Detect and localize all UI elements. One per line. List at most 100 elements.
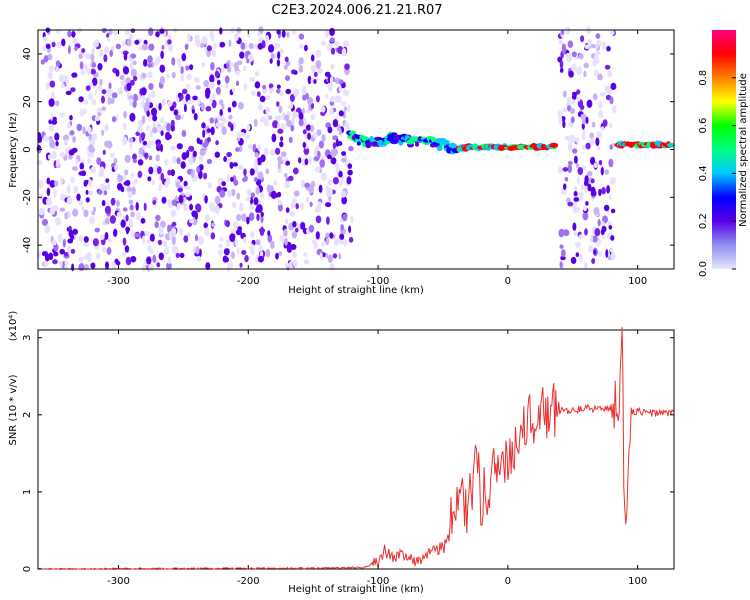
noise-blob	[236, 247, 240, 255]
noise-blob	[600, 229, 605, 235]
noise-blob	[133, 75, 138, 82]
noise-blob	[599, 220, 605, 227]
noise-blob	[147, 71, 153, 79]
noise-blob	[110, 152, 115, 159]
noise-blob	[148, 140, 152, 149]
noise-blob	[610, 30, 615, 36]
noise-blob	[70, 32, 76, 37]
noise-blob	[130, 68, 137, 78]
noise-blob	[225, 220, 230, 228]
noise-blob	[146, 125, 151, 131]
noise-blob	[194, 234, 199, 242]
noise-blob	[215, 86, 221, 95]
noise-blob	[316, 129, 322, 136]
noise-blob	[132, 158, 137, 164]
noise-blob	[166, 122, 172, 132]
noise-blob	[600, 166, 604, 176]
noise-blob	[279, 91, 284, 97]
noise-blob	[300, 222, 306, 230]
signal-blob	[549, 142, 559, 148]
noise-blob	[284, 237, 288, 246]
noise-blob	[198, 248, 202, 257]
noise-blob	[56, 158, 60, 167]
x-tick-label: 100	[628, 576, 647, 587]
snr-line-layer	[37, 327, 675, 570]
noise-blob	[101, 89, 107, 95]
noise-blob	[285, 75, 290, 81]
noise-blob	[86, 68, 92, 75]
noise-blob	[348, 145, 354, 152]
noise-blob	[321, 133, 326, 143]
noise-blob	[170, 145, 176, 151]
noise-blob	[96, 107, 103, 113]
noise-blob	[298, 33, 305, 40]
noise-blob	[123, 110, 127, 119]
noise-blob	[257, 103, 263, 111]
noise-blob	[312, 132, 318, 139]
noise-blob	[573, 197, 580, 202]
noise-blob	[335, 138, 339, 148]
noise-blob	[120, 186, 125, 193]
noise-blob	[570, 256, 577, 264]
noise-blob	[205, 262, 211, 271]
noise-blob	[99, 48, 104, 57]
noise-blob	[335, 165, 341, 173]
noise-blob	[184, 191, 191, 198]
colorbar-tick-label: 0.4	[698, 165, 709, 181]
noise-blob	[341, 101, 347, 107]
noise-blob	[90, 262, 96, 269]
noise-blob	[42, 36, 49, 42]
noise-blob	[171, 227, 177, 235]
snr-y-label: SNR (10 * v/v)	[8, 374, 19, 445]
noise-blob	[260, 192, 265, 199]
noise-blob	[233, 221, 239, 230]
noise-blob	[338, 180, 344, 186]
noise-blob	[78, 199, 83, 206]
noise-blob	[350, 215, 354, 224]
noise-blob	[128, 199, 134, 205]
noise-blob	[265, 168, 270, 175]
noise-blob	[87, 157, 92, 164]
noise-blob	[198, 170, 203, 180]
noise-blob	[226, 174, 230, 183]
noise-blob	[132, 178, 138, 186]
noise-blob	[71, 72, 78, 78]
noise-blob	[254, 81, 261, 89]
noise-blob	[116, 200, 120, 207]
noise-blob	[308, 185, 315, 194]
noise-blob	[250, 192, 256, 198]
noise-blob	[148, 263, 155, 272]
noise-blob	[329, 100, 335, 106]
noise-blob	[211, 222, 216, 228]
noise-blob	[344, 63, 350, 70]
noise-blob	[600, 126, 605, 131]
noise-blob	[159, 64, 166, 73]
noise-blob	[107, 182, 111, 191]
noise-blob	[246, 216, 250, 225]
noise-blob	[148, 27, 154, 36]
noise-blob	[80, 69, 86, 76]
noise-blob	[247, 144, 253, 149]
noise-blob	[594, 228, 601, 237]
noise-blob	[592, 93, 598, 101]
noise-blob	[277, 203, 283, 212]
noise-blob	[327, 154, 332, 160]
noise-blob	[134, 39, 140, 45]
noise-blob	[59, 112, 64, 119]
noise-blob	[584, 262, 588, 270]
noise-blob	[158, 183, 162, 192]
noise-blob	[234, 33, 239, 41]
noise-blob	[575, 137, 580, 143]
noise-blob	[148, 166, 154, 175]
noise-blob	[308, 224, 315, 233]
noise-blob	[329, 106, 334, 115]
noise-blob	[263, 147, 269, 156]
noise-blob	[79, 61, 84, 70]
noise-blob	[49, 139, 56, 149]
noise-blob	[94, 115, 100, 122]
noise-blob	[608, 225, 613, 230]
noise-blob	[593, 162, 598, 169]
y-tick-label: 1	[22, 489, 33, 495]
noise-blob	[275, 147, 281, 155]
noise-blob	[130, 28, 136, 33]
